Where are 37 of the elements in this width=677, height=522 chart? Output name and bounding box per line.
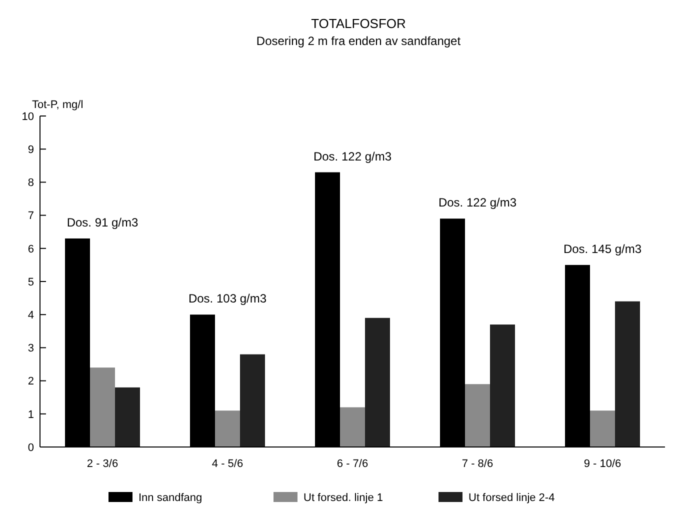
bar [90, 368, 115, 447]
bar [115, 387, 140, 447]
chart-subtitle: Dosering 2 m fra enden av sandfanget [256, 34, 462, 48]
y-tick-label: 0 [28, 442, 34, 454]
bar [465, 384, 490, 447]
chart-title: TOTALFOSFOR [311, 16, 406, 31]
y-tick-label: 10 [22, 110, 34, 123]
legend-label: Inn sandfang [138, 492, 202, 504]
bar [590, 410, 615, 447]
y-tick-label: 8 [28, 177, 34, 190]
bar [615, 301, 640, 447]
y-tick-label: 4 [28, 309, 34, 322]
x-tick-label: 2 - 3/6 [86, 458, 118, 470]
y-tick-label: 2 [28, 376, 34, 388]
y-tick-label: 5 [28, 276, 34, 288]
x-tick-label: 4 - 5/6 [212, 458, 244, 470]
bar [490, 324, 515, 447]
bar [340, 407, 365, 447]
bar [365, 318, 390, 447]
y-tick-label: 9 [28, 144, 34, 156]
annotation: Dos. 91 g/m3 [66, 215, 139, 230]
y-tick-label: 3 [28, 342, 34, 355]
y-tick-label: 1 [28, 408, 34, 421]
legend-label: Ut forsed linje 2-4 [468, 492, 555, 504]
bar [215, 410, 240, 447]
y-tick-label: 7 [28, 210, 34, 222]
y-axis-title: Tot-P, mg/l [32, 99, 84, 111]
x-tick-label: 9 - 10/6 [584, 458, 622, 470]
x-tick-label: 6 - 7/6 [336, 458, 368, 470]
x-tick-label: 7 - 8/6 [462, 458, 494, 470]
annotation: Dos. 122 g/m3 [438, 196, 517, 210]
annotation: Dos. 122 g/m3 [313, 149, 392, 164]
y-tick-label: 6 [28, 243, 34, 256]
annotation: Dos. 145 g/m3 [563, 242, 642, 256]
legend-label: Ut forsed. linje 1 [304, 492, 383, 504]
bar [240, 354, 265, 447]
annotation: Dos. 103 g/m3 [188, 292, 267, 306]
